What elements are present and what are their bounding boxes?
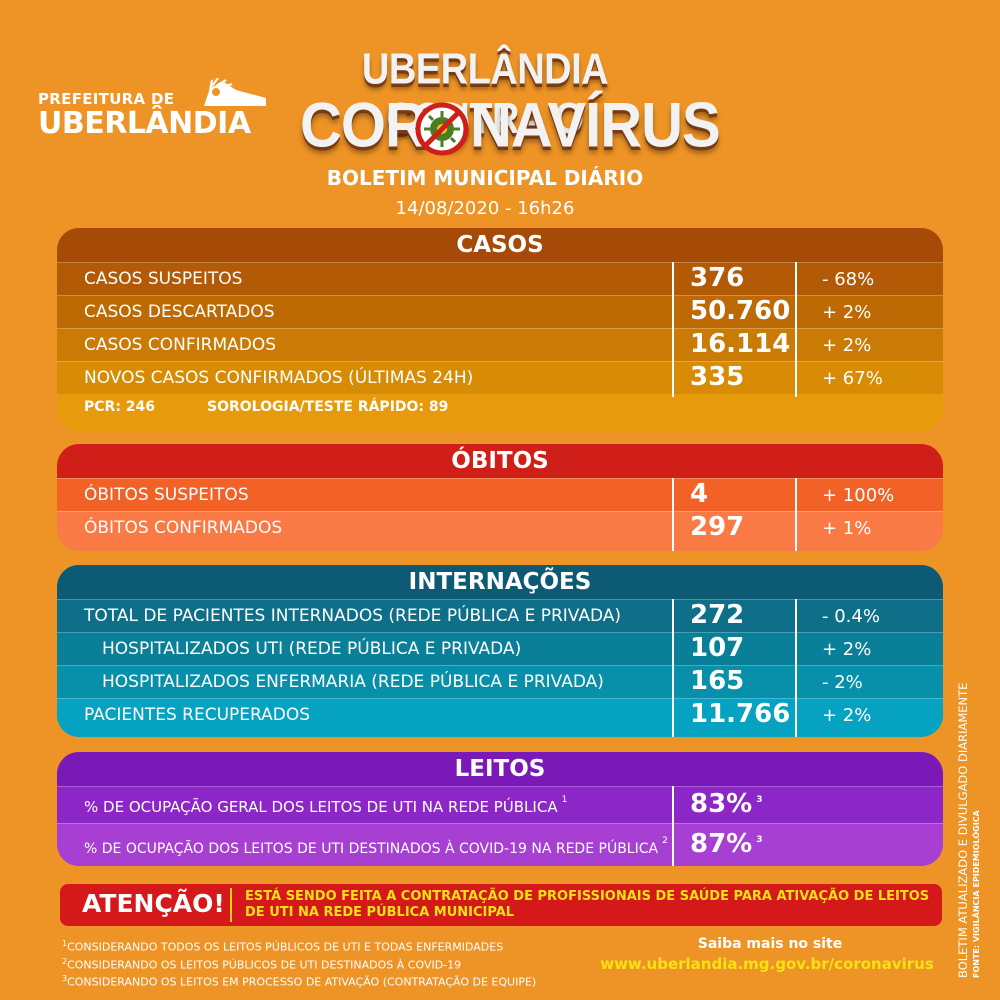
casos-title: CASOS <box>57 228 943 262</box>
table-row: CASOS DESCARTADOS 50.760 + 2% <box>57 295 943 328</box>
row-value: 87% 3 <box>690 829 763 859</box>
table-row: CASOS SUSPEITOS 376 - 68% <box>57 262 943 295</box>
row-change: - 2% <box>822 672 863 693</box>
row-change: + 2% <box>822 705 872 726</box>
column-divider <box>795 478 797 551</box>
row-label: ÓBITOS SUSPEITOS <box>84 485 249 505</box>
city-skyline-icon <box>166 78 266 106</box>
row-label: CASOS DESCARTADOS <box>84 302 275 322</box>
row-value: 107 <box>690 633 745 663</box>
footnotes: 1CONSIDERANDO TODOS OS LEITOS PÚBLICOS D… <box>62 937 582 990</box>
row-value: 16.114 <box>690 329 791 359</box>
row-change: - 0.4% <box>822 606 880 627</box>
no-virus-icon <box>415 102 469 156</box>
row-change: - 68% <box>822 269 875 290</box>
side-note-line1: BOLETIM ATUALIZADO E DIVULGADO DIARIAMEN… <box>956 682 970 978</box>
attention-line2: DE UTI NA REDE PÚBLICA MUNICIPAL <box>245 905 515 920</box>
leitos-panel: LEITOS % DE OCUPAÇÃO GERAL DOS LEITOS DE… <box>57 752 943 866</box>
sorologia-count: SOROLOGIA/TESTE RÁPIDO: 89 <box>207 399 449 415</box>
obitos-panel: ÓBITOS ÓBITOS SUSPEITOS 4 + 100% ÓBITOS … <box>57 444 943 551</box>
table-row: TOTAL DE PACIENTES INTERNADOS (REDE PÚBL… <box>57 599 943 632</box>
row-label: PACIENTES RECUPERADOS <box>84 705 311 725</box>
row-change: + 1% <box>822 518 872 539</box>
table-row: CASOS CONFIRMADOS 16.114 + 2% <box>57 328 943 361</box>
table-row: HOSPITALIZADOS ENFERMARIA (REDE PÚBLICA … <box>57 665 943 698</box>
table-row: ÓBITOS SUSPEITOS 4 + 100% <box>57 478 943 511</box>
row-value: 83% 3 <box>690 789 763 819</box>
row-label: NOVOS CASOS CONFIRMADOS (ÚLTIMAS 24H) <box>84 368 474 388</box>
row-value: 50.760 <box>690 296 791 326</box>
table-row: PACIENTES RECUPERADOS 11.766 + 2% <box>57 698 943 731</box>
row-change: + 100% <box>822 485 895 506</box>
table-row: % DE OCUPAÇÃO DOS LEITOS DE UTI DESTINAD… <box>57 823 943 866</box>
row-change: + 67% <box>822 368 883 389</box>
table-row: HOSPITALIZADOS UTI (REDE PÚBLICA E PRIVA… <box>57 632 943 665</box>
row-value: 376 <box>690 263 745 293</box>
row-label: % DE OCUPAÇÃO DOS LEITOS DE UTI DESTINAD… <box>84 836 668 857</box>
row-value: 165 <box>690 666 745 696</box>
row-value: 297 <box>690 512 745 542</box>
leitos-title: LEITOS <box>57 752 943 786</box>
campaign-title-line2: CORONAVÍRUS <box>300 90 721 161</box>
internacoes-panel: INTERNAÇÕES TOTAL DE PACIENTES INTERNADO… <box>57 565 943 737</box>
more-info-label: Saiba mais no site <box>697 936 843 952</box>
banner-divider <box>230 888 232 922</box>
row-change: + 2% <box>822 335 872 356</box>
side-note: BOLETIM ATUALIZADO E DIVULGADO DIARIAMEN… <box>948 640 998 980</box>
row-value: 272 <box>690 600 745 630</box>
row-value: 11.766 <box>690 699 791 729</box>
pcr-count: PCR: 246 <box>84 399 156 415</box>
test-breakdown: PCR: 246 SOROLOGIA/TESTE RÁPIDO: 89 <box>57 394 943 420</box>
row-label: % DE OCUPAÇÃO GERAL DOS LEITOS DE UTI NA… <box>84 795 568 816</box>
footnote: 2CONSIDERANDO OS LEITOS PÚBLICOS DE UTI … <box>62 956 462 972</box>
bulletin-date: 14/08/2020 - 16h26 <box>395 198 575 219</box>
footnote-mark: 1 <box>561 795 568 805</box>
internacoes-title: INTERNAÇÕES <box>57 565 943 599</box>
row-value: 4 <box>690 479 709 509</box>
attention-banner: ATENÇÃO! ESTÁ SENDO FEITA A CONTRATAÇÃO … <box>60 884 942 926</box>
row-label: CASOS SUSPEITOS <box>84 269 243 289</box>
row-label: TOTAL DE PACIENTES INTERNADOS (REDE PÚBL… <box>84 606 622 626</box>
row-label: ÓBITOS CONFIRMADOS <box>84 518 283 538</box>
casos-panel: CASOS CASOS SUSPEITOS 376 - 68% CASOS DE… <box>57 228 943 431</box>
footnote-mark: 2 <box>662 836 668 846</box>
table-row: % DE OCUPAÇÃO GERAL DOS LEITOS DE UTI NA… <box>57 786 943 823</box>
row-change: + 2% <box>822 639 872 660</box>
footnote-mark: 3 <box>756 795 763 805</box>
more-info-link[interactable]: www.uberlandia.mg.gov.br/coronavirus <box>600 955 934 973</box>
column-divider <box>672 262 674 397</box>
footnote-mark: 3 <box>756 835 763 845</box>
column-divider <box>795 599 797 737</box>
column-divider <box>672 478 674 551</box>
obitos-title: ÓBITOS <box>57 444 943 478</box>
column-divider <box>672 599 674 737</box>
row-label: CASOS CONFIRMADOS <box>84 335 276 355</box>
column-divider <box>795 262 797 397</box>
prefeitura-logo: PREFEITURA DE UBERLÂNDIA <box>38 78 268 141</box>
attention-line1: ESTÁ SENDO FEITA A CONTRATAÇÃO DE PROFIS… <box>245 889 930 904</box>
footnote: 3CONSIDERANDO OS LEITOS EM PROCESSO DE A… <box>62 974 537 989</box>
attention-label: ATENÇÃO! <box>82 889 225 918</box>
bulletin-title: BOLETIM MUNICIPAL DIÁRIO <box>326 166 644 190</box>
row-change: + 2% <box>822 302 872 323</box>
footnote: 1CONSIDERANDO TODOS OS LEITOS PÚBLICOS D… <box>62 939 504 954</box>
logo-line2: UBERLÂNDIA <box>38 106 251 141</box>
row-label: HOSPITALIZADOS ENFERMARIA (REDE PÚBLICA … <box>102 672 604 692</box>
column-divider <box>672 786 674 866</box>
table-row: ÓBITOS CONFIRMADOS 297 + 1% <box>57 511 943 544</box>
attention-message: ESTÁ SENDO FEITA A CONTRATAÇÃO DE PROFIS… <box>245 889 935 921</box>
row-value: 335 <box>690 362 745 392</box>
side-note-line2: FONTE: VIGILÂNCIA EPIDEMIOLÓGICA <box>972 810 981 978</box>
table-row: NOVOS CASOS CONFIRMADOS (ÚLTIMAS 24H) 33… <box>57 361 943 394</box>
row-label: HOSPITALIZADOS UTI (REDE PÚBLICA E PRIVA… <box>102 639 522 659</box>
logo-line1: PREFEITURA DE <box>38 90 175 108</box>
